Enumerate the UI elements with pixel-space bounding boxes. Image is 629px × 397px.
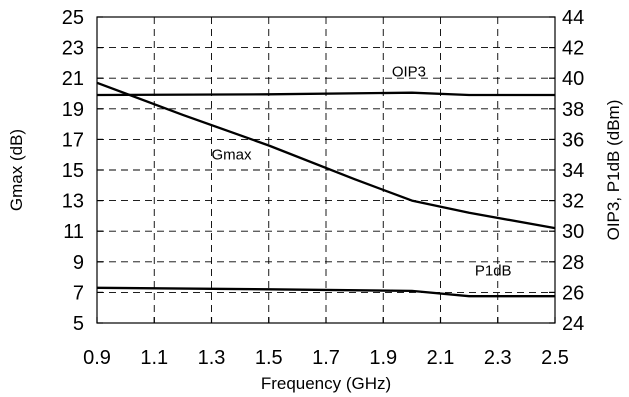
- series-line-oip3: [96, 91, 555, 97]
- x-tick-label: 2.3: [484, 347, 512, 369]
- y-left-tick-label: 25: [62, 7, 84, 29]
- y-right-tick-label: 34: [562, 160, 584, 182]
- series-label-p1db: P1dB: [475, 263, 512, 280]
- x-tick-label: 1.3: [198, 347, 226, 369]
- y-left-tick-label: 7: [73, 282, 84, 304]
- series-label-gmax: Gmax: [212, 146, 253, 163]
- y-right-axis-title: OIP3, P1dB (dBm): [604, 100, 623, 241]
- y-right-tick-label: 36: [562, 129, 584, 151]
- series-label-oip3: OIP3: [392, 64, 426, 81]
- y-right-tick-label: 24: [562, 313, 584, 335]
- x-tick-label: 2.5: [541, 347, 569, 369]
- y-right-tick-label: 42: [562, 38, 584, 60]
- series-layer: [96, 81, 556, 298]
- y-right-tick-label: 26: [562, 282, 584, 304]
- grid-layer: [97, 17, 555, 323]
- y-right-tick-label: 44: [562, 7, 584, 29]
- tick-layer: [96, 16, 556, 324]
- series-line-p1db: [96, 286, 555, 298]
- y-right-tick-label: 30: [562, 221, 584, 243]
- y-right-tick-label: 38: [562, 99, 584, 121]
- y-left-tick-label: 11: [63, 221, 84, 243]
- y-left-tick-label: 19: [62, 99, 84, 121]
- y-right-tick-label: 28: [562, 252, 584, 274]
- x-tick-label: 1.7: [312, 347, 340, 369]
- y-left-tick-label: 9: [73, 252, 84, 274]
- y-left-tick-label: 21: [62, 68, 84, 90]
- x-tick-label: 1.5: [255, 347, 283, 369]
- y-left-tick-label: 5: [73, 313, 84, 335]
- y-right-tick-label: 40: [562, 68, 584, 90]
- series-line-gmax: [96, 81, 556, 230]
- x-tick-label: 0.9: [83, 347, 111, 369]
- y-left-tick-label: 15: [62, 160, 84, 182]
- y-right-tick-label: 32: [562, 191, 584, 213]
- label-layer: 0.9 1.1 1.3 1.5 1.7 1.9 2.1 2.3 2.5 5 7 9 11 13 15 17 19…: [62, 7, 585, 369]
- y-left-tick-label: 17: [62, 129, 84, 151]
- x-tick-label: 1.1: [140, 347, 168, 369]
- y-left-axis-title: Gmax (dB): [7, 129, 26, 211]
- y-left-tick-label: 13: [62, 191, 84, 213]
- x-tick-label: 1.9: [369, 347, 397, 369]
- y-left-tick-label: 23: [62, 38, 84, 60]
- x-tick-label: 2.1: [427, 347, 455, 369]
- x-axis-title: Frequency (GHz): [261, 374, 391, 393]
